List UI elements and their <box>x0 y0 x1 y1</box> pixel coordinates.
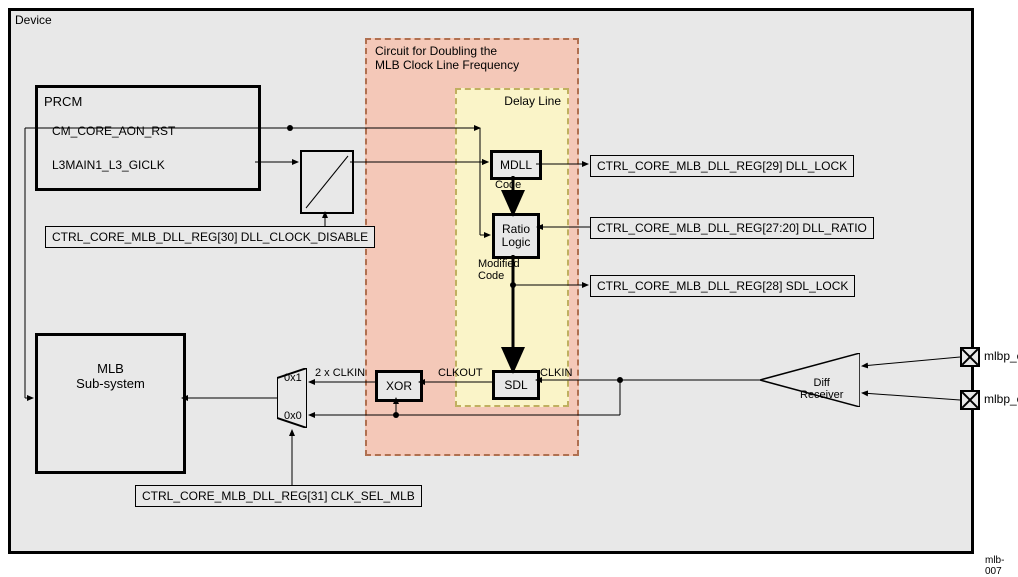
reg-dll-ratio: CTRL_CORE_MLB_DLL_REG[27:20] DLL_RATIO <box>590 217 874 239</box>
reg-dll-lock: CTRL_CORE_MLB_DLL_REG[29] DLL_LOCK <box>590 155 854 177</box>
figure-id: mlb-007 <box>985 555 1018 577</box>
label-clkout: CLKOUT <box>438 367 483 379</box>
label-2xclkin: 2 x CLKIN <box>315 367 365 379</box>
label-modcode: ModifiedCode <box>478 258 520 282</box>
label-code: Code <box>495 179 521 191</box>
io-pad-clkp <box>960 347 980 367</box>
mlb-subsystem-block: MLB Sub-system <box>35 333 186 474</box>
label-clkin: CLKIN <box>540 367 572 379</box>
doubling-title-l2: MLB Clock Line Frequency <box>375 58 519 72</box>
mux-sel-1: 0x1 <box>284 372 302 384</box>
io-label-clkp: mlbp_clk_p <box>984 349 1018 363</box>
prcm-sig-giclk: L3MAIN1_L3_GICLK <box>52 158 165 172</box>
prcm-title: PRCM <box>44 94 82 109</box>
doubling-title-l1: Circuit for Doubling the <box>375 44 497 58</box>
mlb-subsystem-label: MLB Sub-system <box>76 361 145 391</box>
device-label: Device <box>15 13 52 27</box>
mux-sel-0: 0x0 <box>284 410 302 422</box>
prcm-block: PRCM CM_CORE_AON_RST L3MAIN1_L3_GICLK <box>35 85 261 191</box>
reg-clk-disable: CTRL_CORE_MLB_DLL_REG[30] DLL_CLOCK_DISA… <box>45 226 375 248</box>
reg-sdl-lock: CTRL_CORE_MLB_DLL_REG[28] SDL_LOCK <box>590 275 855 297</box>
delayline-label: Delay Line <box>504 94 561 108</box>
ratio-logic-label: Ratio Logic <box>502 223 531 249</box>
io-pad-clkn <box>960 390 980 410</box>
clock-gate <box>300 150 354 214</box>
diagram-canvas: { "figure_id": "mlb-007", "device_label"… <box>0 0 1018 568</box>
xor-block: XOR <box>375 370 423 402</box>
ratio-logic-block: Ratio Logic <box>492 213 540 259</box>
prcm-sig-rst: CM_CORE_AON_RST <box>52 124 175 138</box>
doubling-title: Circuit for Doubling the MLB Clock Line … <box>375 44 519 73</box>
reg-clk-sel: CTRL_CORE_MLB_DLL_REG[31] CLK_SEL_MLB <box>135 485 422 507</box>
io-label-clkn: mlbp_clk_n <box>984 392 1018 406</box>
mdll-block: MDLL <box>490 150 542 180</box>
sdl-block: SDL <box>492 370 540 400</box>
diff-receiver-label: Diff Receiver <box>800 365 843 401</box>
